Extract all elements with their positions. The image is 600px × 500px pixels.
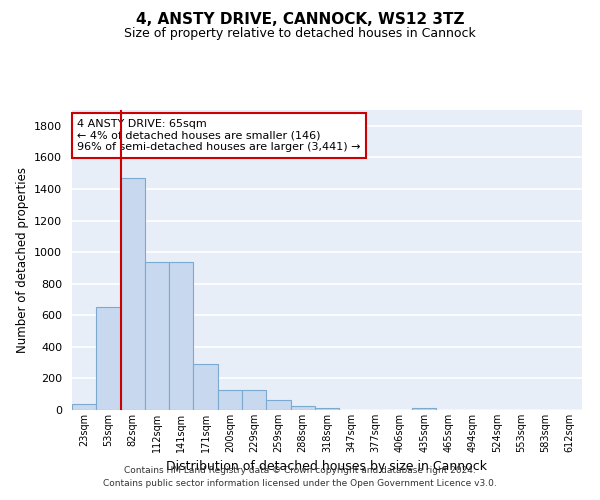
Bar [72, 404, 96, 410]
Bar [96, 308, 121, 410]
Text: Size of property relative to detached houses in Cannock: Size of property relative to detached ho… [124, 28, 476, 40]
Bar [193, 364, 218, 410]
Bar [218, 390, 242, 410]
Bar [266, 400, 290, 410]
Bar [242, 390, 266, 410]
Text: Contains HM Land Registry data © Crown copyright and database right 2024.
Contai: Contains HM Land Registry data © Crown c… [103, 466, 497, 487]
Bar [145, 262, 169, 410]
X-axis label: Distribution of detached houses by size in Cannock: Distribution of detached houses by size … [167, 460, 487, 473]
Text: 4, ANSTY DRIVE, CANNOCK, WS12 3TZ: 4, ANSTY DRIVE, CANNOCK, WS12 3TZ [136, 12, 464, 28]
Bar [290, 406, 315, 410]
Bar [121, 178, 145, 410]
Bar [169, 262, 193, 410]
Bar [315, 408, 339, 410]
Bar [412, 408, 436, 410]
Y-axis label: Number of detached properties: Number of detached properties [16, 167, 29, 353]
Text: 4 ANSTY DRIVE: 65sqm
← 4% of detached houses are smaller (146)
96% of semi-detac: 4 ANSTY DRIVE: 65sqm ← 4% of detached ho… [77, 119, 361, 152]
